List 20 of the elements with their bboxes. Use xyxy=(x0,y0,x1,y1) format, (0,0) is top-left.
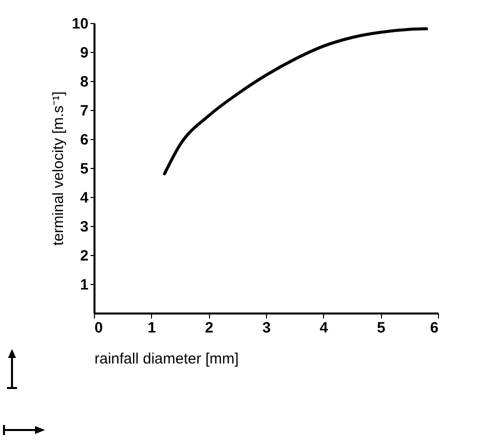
x-axis-title: rainfall diameter [mm] xyxy=(94,350,239,368)
x-tick-label: 3 xyxy=(262,320,271,336)
y-tick-label: 1 xyxy=(80,276,88,294)
x-tick-label: 6 xyxy=(430,320,438,336)
y-axis-title: terminal velocity [m.s⁻¹] xyxy=(50,91,67,246)
y-tick-label: 6 xyxy=(80,132,88,148)
y-tick-label: 10 xyxy=(72,16,88,32)
x-tick-label: 5 xyxy=(376,320,386,336)
line-series xyxy=(163,27,428,176)
y-tick-label: 8 xyxy=(80,74,88,90)
y-tick-label: 7 xyxy=(80,102,88,120)
y-tick-label: 5 xyxy=(80,160,88,178)
y-tick-label: 9 xyxy=(80,44,88,62)
y-tick-label: 3 xyxy=(80,218,88,236)
x-tick-label: 1 xyxy=(148,320,156,336)
y-tick-label: 4 xyxy=(80,190,90,206)
y-tick-label: 2 xyxy=(80,248,88,264)
x-tick-label: 0 xyxy=(94,320,103,336)
x-tick-label: 2 xyxy=(204,320,214,336)
x-tick-label: 4 xyxy=(320,320,329,336)
